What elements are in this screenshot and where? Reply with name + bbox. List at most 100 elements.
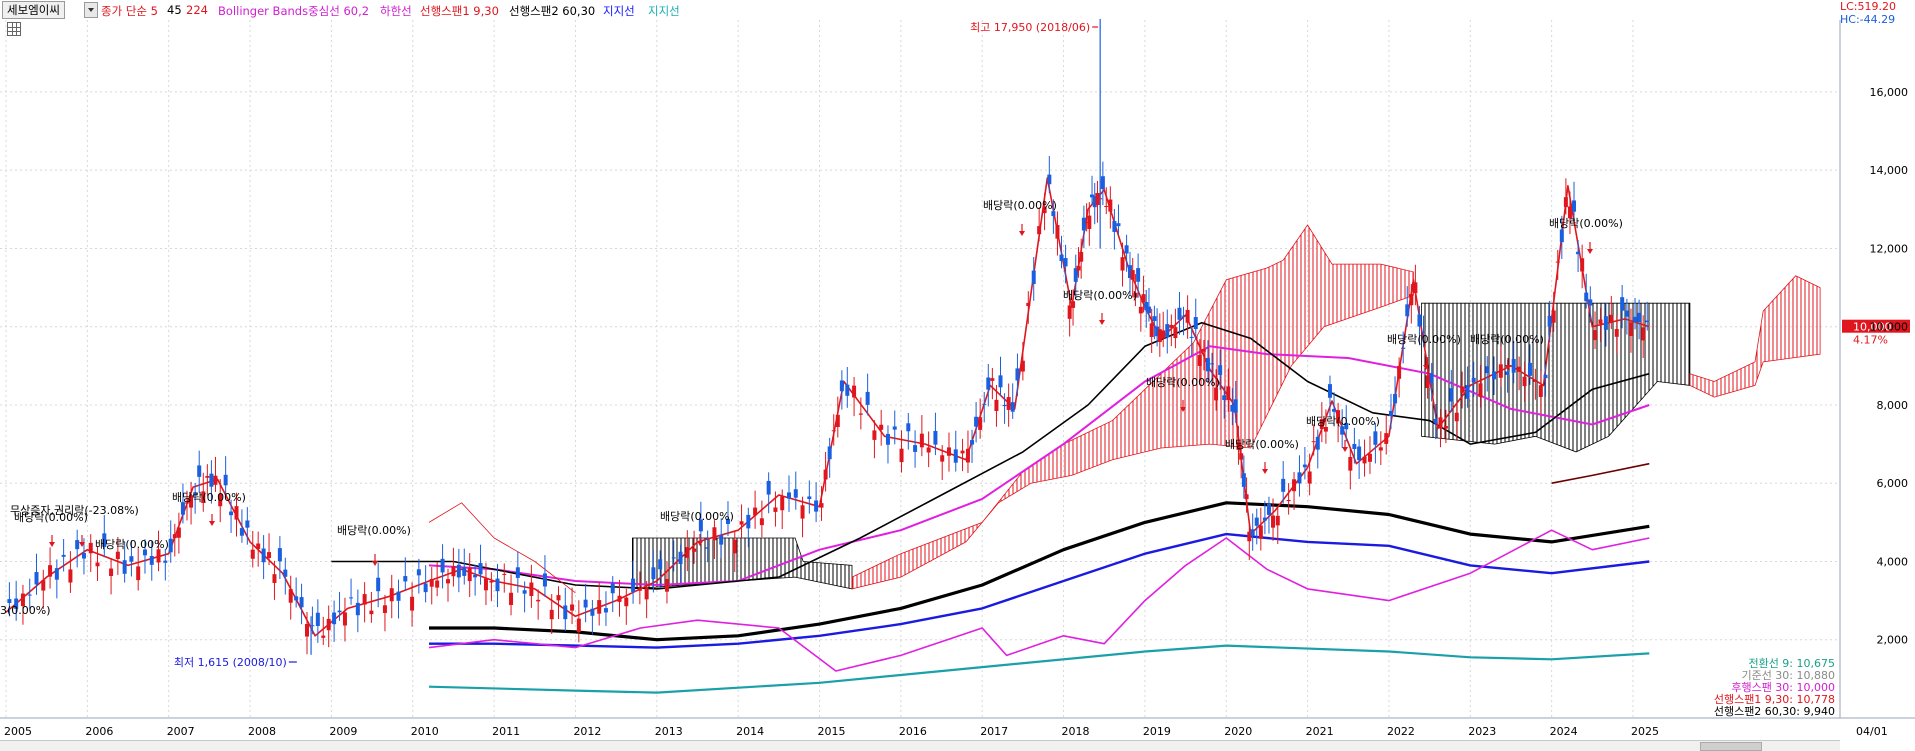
- y-tick-label: 16,000: [1870, 86, 1909, 99]
- candle-body: [1367, 453, 1372, 462]
- candle-body: [109, 568, 114, 577]
- candle-body: [435, 580, 440, 588]
- x-tick-label: 2010: [411, 725, 439, 738]
- candle-body: [1373, 431, 1378, 445]
- candle-body: [759, 518, 764, 526]
- candle-body: [288, 589, 293, 603]
- candle-body: [229, 511, 234, 516]
- candle-body: [570, 604, 575, 611]
- candle-body: [872, 430, 877, 440]
- candle-body: [7, 599, 12, 603]
- x-tick-label: 2019: [1143, 725, 1171, 738]
- candle-body: [489, 581, 494, 583]
- candle-body: [1250, 529, 1255, 536]
- candle-body: [277, 548, 282, 562]
- candle-body: [1348, 456, 1353, 471]
- candle-body: [1244, 494, 1249, 500]
- candle-body: [631, 578, 636, 592]
- dividend-arrow-icon: [1262, 469, 1268, 474]
- candle-body: [786, 492, 791, 499]
- candle-body: [122, 560, 127, 574]
- candle-body: [142, 549, 147, 556]
- candle-body: [1193, 317, 1198, 330]
- price-tag-box: [1842, 319, 1910, 333]
- candle-body: [831, 430, 836, 432]
- candle-body: [1210, 363, 1215, 365]
- candle-body: [462, 567, 467, 576]
- dividend-arrow-icon: [697, 541, 703, 546]
- stock-selector[interactable]: 세보엠이씨: [2, 1, 65, 19]
- x-tick-label: 2023: [1468, 725, 1496, 738]
- candle-body: [1104, 206, 1109, 208]
- candle-body: [542, 573, 547, 587]
- candle-body: [451, 566, 456, 577]
- horizontal-scrollbar[interactable]: [0, 740, 1840, 751]
- candle-body: [410, 596, 415, 611]
- candle-body: [1443, 425, 1448, 429]
- candle-body: [382, 605, 387, 614]
- candle-body: [926, 447, 931, 453]
- candle-body: [1271, 515, 1276, 528]
- candle-body: [1384, 433, 1389, 444]
- x-tick-label: 2008: [248, 725, 276, 738]
- candle-body: [852, 385, 857, 398]
- candle-body: [1133, 292, 1138, 298]
- corner-readout: LC:519.20 HC:-44.29: [1840, 0, 1915, 26]
- candle-body: [342, 612, 347, 626]
- candle-body: [1084, 221, 1089, 223]
- candle-body: [218, 493, 223, 507]
- candle-body: [1614, 329, 1619, 337]
- dividend-arrow-icon: [1505, 365, 1511, 370]
- candle-body: [61, 554, 66, 557]
- candle-body: [1357, 446, 1362, 461]
- x-tick-label: 2009: [329, 725, 357, 738]
- axes: 2,000 4,000 6,000 8,000 10,000 12,000 14,000 16…: [0, 20, 1915, 738]
- candle-body: [369, 610, 374, 615]
- candle-body: [1460, 386, 1465, 393]
- candle-body: [692, 548, 697, 552]
- dividend-arrow-icon: [79, 542, 85, 547]
- candle-body: [440, 558, 445, 573]
- candle-body: [712, 527, 717, 541]
- indicator-toolbar: 세보엠이씨 종가 단순 5 45 224 Bollinger Bands중심선 …: [0, 0, 1840, 19]
- candle-body: [95, 562, 100, 567]
- candle-body: [839, 380, 844, 392]
- candle-body: [163, 560, 168, 563]
- candle-body: [522, 590, 527, 594]
- dropdown-arrow-icon[interactable]: [84, 2, 98, 18]
- candle-body: [1236, 441, 1241, 450]
- candle-body: [978, 417, 983, 430]
- candle-body: [245, 520, 250, 528]
- grid-icon[interactable]: [7, 22, 21, 36]
- candle-body: [739, 521, 744, 525]
- candle-body: [209, 473, 214, 487]
- candle-body: [1149, 323, 1154, 337]
- candle-body: [1319, 419, 1324, 429]
- candle-body: [1067, 305, 1072, 319]
- grid-lines: [0, 20, 1840, 718]
- candle-body: [1417, 314, 1422, 327]
- x-tick-label: 2021: [1306, 725, 1334, 738]
- y-tick-label: 10,000: [1870, 321, 1909, 334]
- candle-body: [1292, 479, 1297, 492]
- candle-body: [678, 551, 683, 564]
- ma224-line: [429, 501, 1650, 642]
- candle-body: [1302, 464, 1307, 468]
- candle-body: [732, 539, 737, 554]
- candle-body: [1598, 319, 1603, 324]
- candle-body: [1580, 258, 1585, 272]
- candle-body: [1152, 316, 1157, 321]
- bollinger-label: Bollinger Bands중심선 60,2: [218, 4, 370, 18]
- candle-body: [1551, 310, 1556, 323]
- candle-body: [1624, 310, 1629, 317]
- legend-entry: 선행스팬1 9,30: 10,778: [1714, 693, 1835, 706]
- candle-body: [1051, 211, 1056, 217]
- dividend-annotation: 3(0.00%): [0, 604, 51, 617]
- candle-body: [27, 594, 32, 596]
- candle-body: [1226, 386, 1231, 401]
- candle-body: [1262, 517, 1267, 521]
- span2-label: 선행스팬2 60,30: [509, 4, 596, 18]
- candle-body: [597, 600, 602, 614]
- candle-body: [1247, 531, 1252, 542]
